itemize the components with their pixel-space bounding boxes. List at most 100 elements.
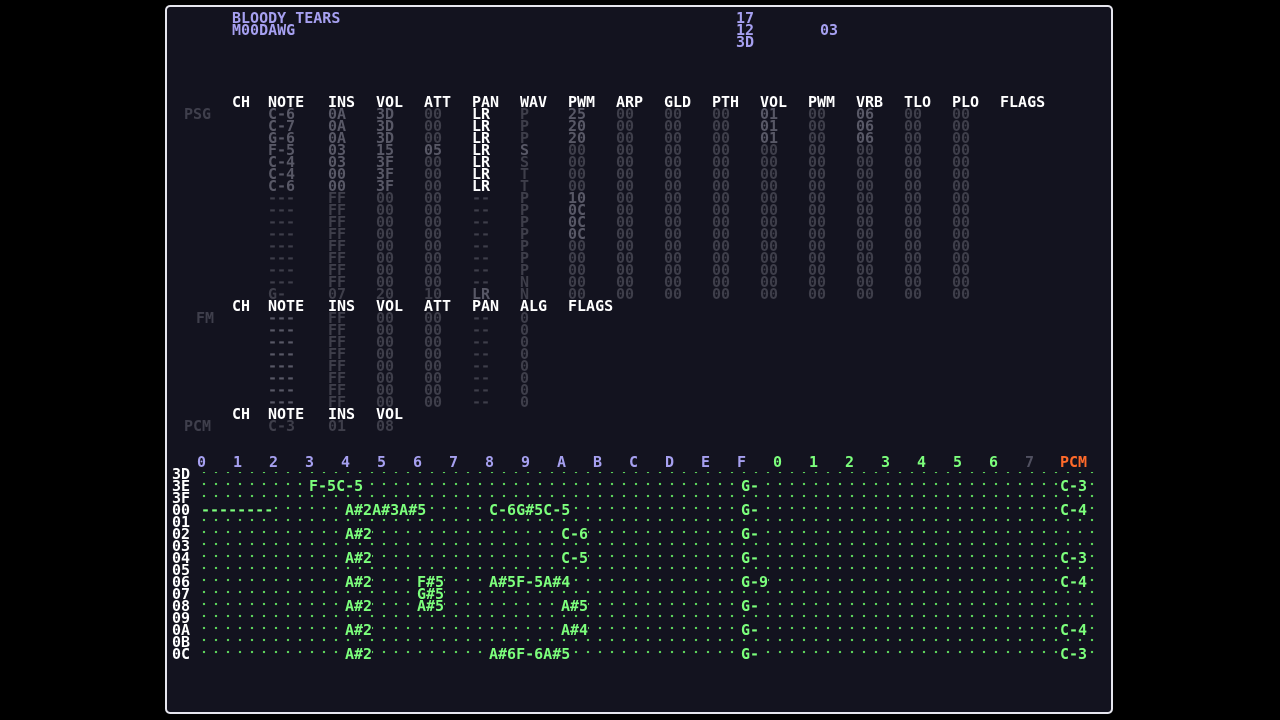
psg-cell: 00 — [856, 165, 875, 183]
psg-cell: 00 — [952, 141, 971, 159]
psg-cell: 00 — [616, 261, 635, 279]
psg-cell: 00 — [664, 201, 683, 219]
pattern-note: G-9 — [741, 573, 769, 591]
pattern-channel-label[interactable]: 0 — [197, 453, 207, 471]
fm-cell: --- — [268, 321, 296, 339]
psg-cell: 00 — [616, 273, 635, 291]
pattern-channel-label[interactable]: 8 — [485, 453, 495, 471]
pattern-channel-label[interactable]: 4 — [917, 453, 927, 471]
pattern-channel-label[interactable]: F — [737, 453, 747, 471]
pattern-channel-label[interactable]: 1 — [809, 453, 819, 471]
psg-cell: 00 — [808, 177, 827, 195]
pattern-note: C-4 — [1060, 621, 1088, 639]
psg-cell: 00 — [904, 249, 923, 267]
psg-cell: 00 — [664, 129, 683, 147]
psg-cell: 00 — [616, 237, 635, 255]
pattern-note: F#5 — [417, 573, 445, 591]
psg-cell: 00 — [808, 141, 827, 159]
psg-column-header: NOTE — [268, 93, 305, 111]
song-title: BLOODY TEARS — [232, 9, 341, 27]
psg-cell: 00 — [664, 105, 683, 123]
psg-cell: F-5 — [268, 141, 296, 159]
pattern-note: A#2A#3A#5 — [345, 501, 427, 519]
pattern-channel-label[interactable]: E — [701, 453, 711, 471]
fm-cell: -- — [472, 393, 491, 411]
pattern-channel-label[interactable]: C — [629, 453, 639, 471]
pattern-channel-label[interactable]: 4 — [341, 453, 351, 471]
psg-cell: 00 — [376, 225, 395, 243]
psg-column-header: VOL — [376, 93, 404, 111]
pattern-channel-label[interactable]: 3 — [305, 453, 315, 471]
pattern-row-number: 0A — [172, 621, 191, 639]
psg-cell: 00 — [952, 213, 971, 231]
fm-cell: 00 — [376, 333, 395, 351]
pattern-channel-label[interactable]: 2 — [269, 453, 279, 471]
pattern-channel-label[interactable]: PCM — [1060, 453, 1088, 471]
psg-cell: 00 — [808, 153, 827, 171]
psg-cell: FF — [328, 225, 347, 243]
psg-cell: FF — [328, 201, 347, 219]
psg-cell: 00 — [568, 141, 587, 159]
psg-cell: 00 — [808, 225, 827, 243]
psg-cell: 00 — [328, 165, 347, 183]
pattern-channel-label[interactable]: 7 — [1025, 453, 1035, 471]
psg-cell: LR — [472, 285, 491, 303]
psg-cell: 00 — [424, 237, 443, 255]
psg-cell: 20 — [568, 117, 587, 135]
header-value-2: 12 — [736, 21, 755, 39]
psg-cell: LR — [472, 141, 491, 159]
pattern-note: A#5 — [417, 597, 445, 615]
psg-cell: 00 — [568, 249, 587, 267]
psg-cell: 00 — [376, 189, 395, 207]
psg-cell: P — [520, 237, 530, 255]
psg-cell: 00 — [904, 225, 923, 243]
psg-cell: 00 — [856, 273, 875, 291]
psg-cell: 10 — [424, 285, 443, 303]
pattern-channel-label[interactable]: 3 — [881, 453, 891, 471]
psg-cell: -- — [472, 201, 491, 219]
psg-cell: 00 — [424, 225, 443, 243]
pattern-channel-label[interactable]: 9 — [521, 453, 531, 471]
psg-cell: 00 — [904, 201, 923, 219]
psg-cell: 00 — [952, 237, 971, 255]
fm-cell: 00 — [424, 381, 443, 399]
fm-cell: FF — [328, 357, 347, 375]
fm-cell: 0 — [520, 333, 530, 351]
psg-cell: 00 — [760, 165, 779, 183]
pattern-note: A#2 — [345, 645, 373, 663]
fm-cell: 00 — [376, 369, 395, 387]
pattern-channel-label[interactable]: B — [593, 453, 603, 471]
fm-cell: 0 — [520, 345, 530, 363]
pattern-channel-label[interactable]: A — [557, 453, 567, 471]
psg-label: PSG — [184, 105, 212, 123]
pattern-channel-label[interactable]: 6 — [413, 453, 423, 471]
pcm-label: PCM — [184, 417, 212, 435]
psg-cell: 00 — [904, 153, 923, 171]
fm-cell: 0 — [520, 357, 530, 375]
fm-cell: FF — [328, 309, 347, 327]
psg-cell: 00 — [616, 141, 635, 159]
pattern-channel-label[interactable]: 7 — [449, 453, 459, 471]
psg-cell: 00 — [904, 177, 923, 195]
pattern-channel-label[interactable]: 0 — [773, 453, 783, 471]
psg-cell: 00 — [568, 177, 587, 195]
psg-cell: FF — [328, 189, 347, 207]
pattern-row-number: 09 — [172, 609, 191, 627]
pattern-channel-label[interactable]: 2 — [845, 453, 855, 471]
psg-cell: 00 — [664, 189, 683, 207]
pattern-channel-label[interactable]: 5 — [377, 453, 387, 471]
pattern-channel-label[interactable]: 6 — [989, 453, 999, 471]
pattern-note: C-6 — [561, 525, 589, 543]
psg-cell: 00 — [712, 213, 731, 231]
psg-cell: 00 — [760, 153, 779, 171]
psg-cell: 00 — [568, 285, 587, 303]
pattern-channel-label[interactable]: 5 — [953, 453, 963, 471]
pattern-channel-label[interactable]: 1 — [233, 453, 243, 471]
pattern-row-number: 02 — [172, 525, 191, 543]
psg-cell: T — [520, 165, 530, 183]
pattern-note: C-5 — [561, 549, 589, 567]
pattern-grid[interactable] — [198, 472, 1098, 662]
psg-cell: P — [520, 105, 530, 123]
pattern-channel-label[interactable]: D — [665, 453, 675, 471]
psg-cell: 06 — [856, 105, 875, 123]
